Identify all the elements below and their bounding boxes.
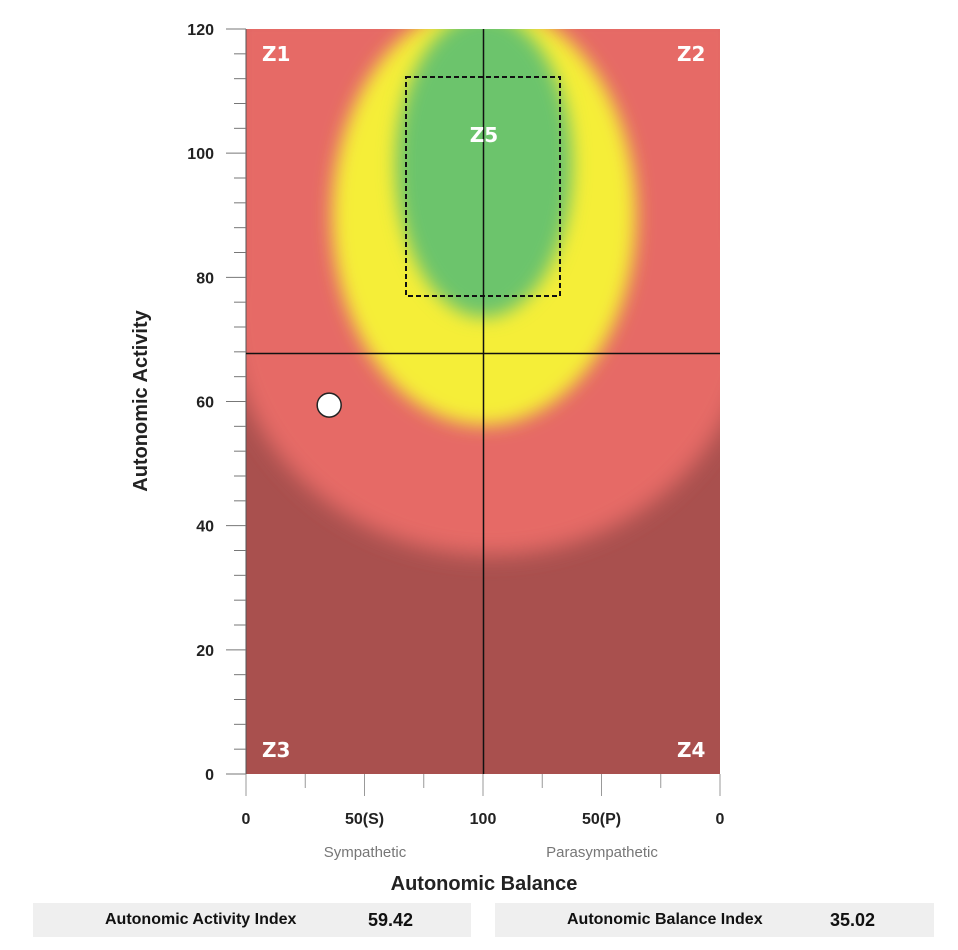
data-point [316, 392, 342, 418]
zone-label-z5: Z5 [470, 123, 498, 147]
zone-label-z4: Z4 [677, 738, 705, 762]
x-tick-label: 50(S) [345, 811, 384, 828]
zone-label-z3: Z3 [262, 738, 290, 762]
z5-target-box [405, 76, 561, 297]
balance-index-value: 35.02 [830, 909, 876, 930]
balance-index-label: Autonomic Balance Index [567, 911, 763, 928]
y-tick-label: 120 [187, 22, 214, 39]
y-axis: 0 20 40 60 80 100 120 [187, 22, 247, 784]
balance-index-panel: Autonomic Balance Index 35.02 [495, 903, 934, 937]
x-tick-label: 50(P) [582, 811, 621, 828]
x-tick-label: 0 [242, 811, 251, 828]
divider-lines [246, 29, 720, 774]
y-tick-label: 0 [205, 767, 214, 784]
autonomic-balance-chart: 0 20 40 60 80 100 120 0 50(S) 100 50(P) 0 Z1 Z2 Z3… [130, 22, 725, 895]
y-tick-label: 40 [196, 519, 214, 536]
zone-label-z1: Z1 [262, 42, 290, 66]
y-tick-label: 80 [196, 270, 214, 287]
activity-index-value: 59.42 [368, 909, 414, 930]
x-tick-label: 0 [716, 811, 725, 828]
x-axis-title: Autonomic Balance [391, 873, 578, 895]
y-axis-title: Autonomic Activity [130, 309, 152, 491]
zone-label-z2: Z2 [677, 42, 705, 66]
y-tick-label: 100 [187, 146, 214, 163]
x-axis: 0 50(S) 100 50(P) 0 [242, 774, 725, 828]
y-tick-label: 60 [196, 395, 214, 412]
activity-index-panel: Autonomic Activity Index 59.42 [33, 903, 471, 937]
x-sub-label-parasympathetic: Parasympathetic [546, 844, 658, 861]
y-tick-label: 20 [196, 643, 214, 660]
x-tick-label: 100 [470, 811, 497, 828]
activity-index-label: Autonomic Activity Index [105, 911, 297, 928]
x-sub-label-sympathetic: Sympathetic [324, 844, 407, 861]
zone-heatmap [246, 29, 720, 774]
